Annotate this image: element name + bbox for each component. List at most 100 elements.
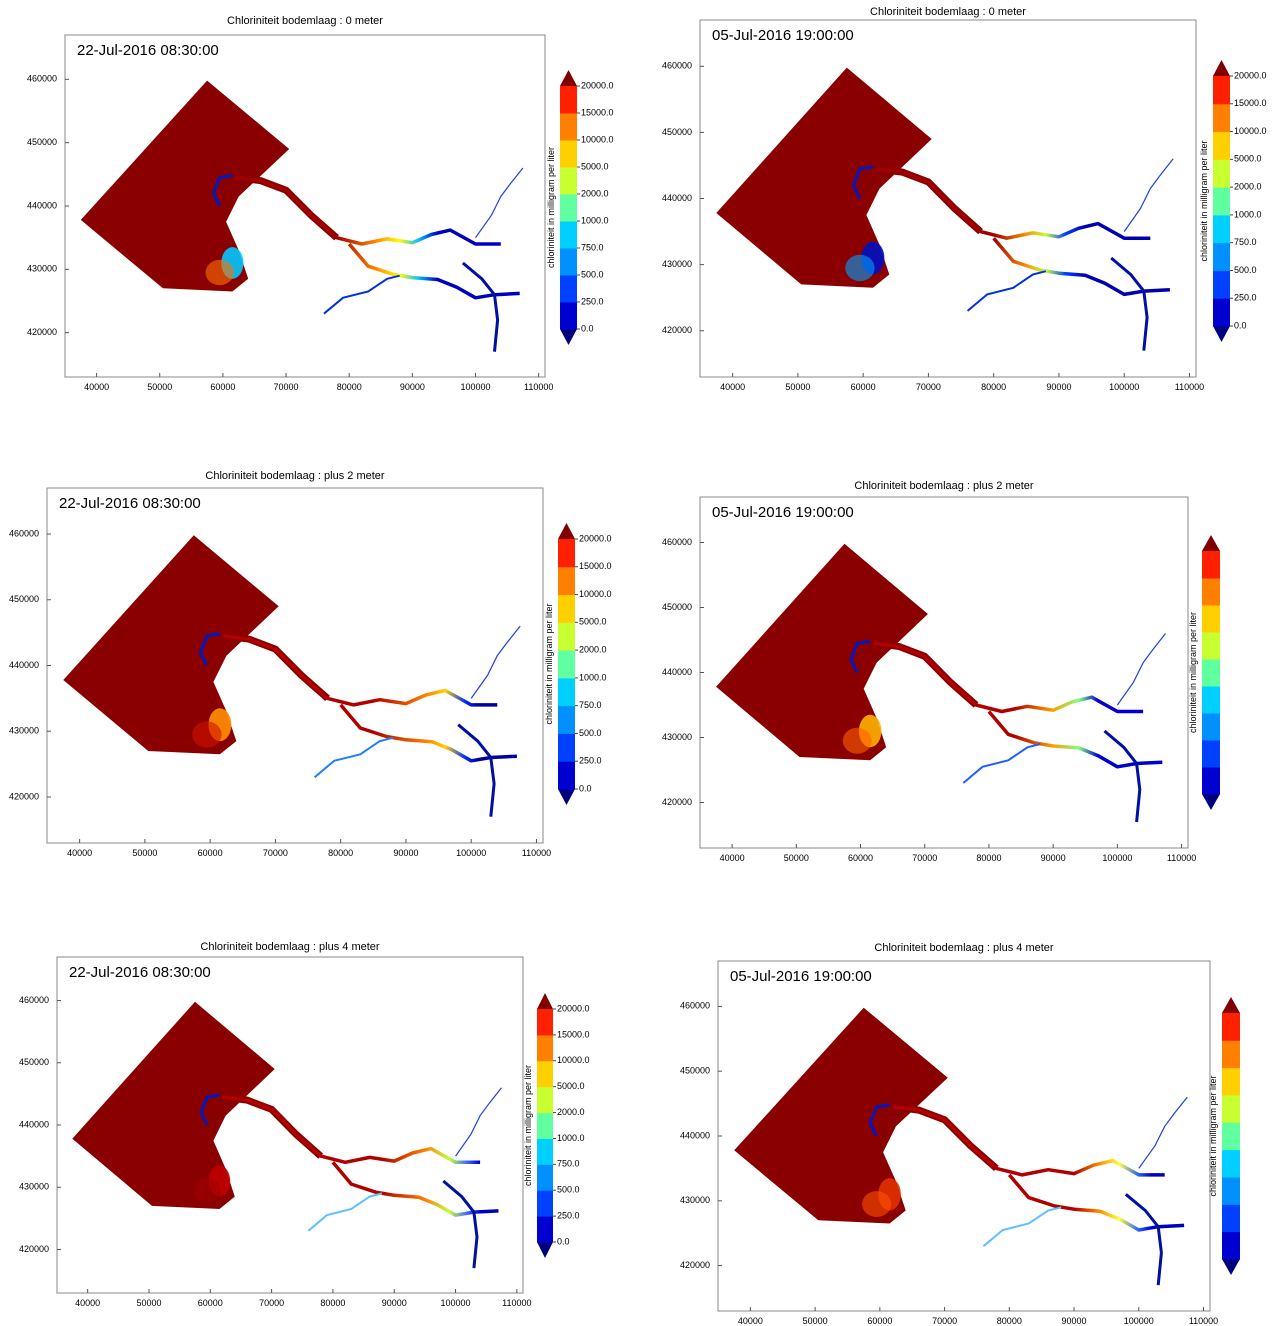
timestamp: 05-Jul-2016 19:00:00 [712,27,854,44]
x-tick-label: 80000 [976,853,1001,863]
colorbar: 0.0 250.0 500.0 750.0 1000.0 2000.0 5000.0 1000… [523,993,590,1258]
sea [734,1007,948,1224]
sea [80,80,290,292]
sea [72,1001,275,1209]
colorbar-tick-label: 1000.0 [579,672,607,682]
x-tick-label: 110000 [1175,382,1204,392]
map-panel: Chloriniteit bodemlaag : 0 meter 05-Jul-2… [662,6,1267,392]
y-tick-label: 460000 [27,74,57,84]
x-tick-label: 110000 [502,1298,531,1308]
colorbar-band [1222,1177,1240,1205]
y-tick-label: 450000 [9,594,39,604]
y-tick-label: 430000 [27,264,57,274]
y-tick-label: 450000 [662,602,692,612]
river [892,1105,1165,1177]
river [875,167,1151,240]
river [470,625,521,699]
colorbar-band [1222,1149,1240,1178]
x-tick-label: 60000 [198,1298,223,1308]
colorbar-tick-label: 1000.0 [1234,209,1262,219]
y-tick-label: 420000 [19,1244,49,1254]
colorbar-band [537,1086,553,1114]
colorbar-tick-label: 500.0 [557,1185,580,1195]
x-tick-label: 100000 [1109,382,1139,392]
colorbar-tick-label: 10000.0 [557,1055,590,1065]
colorbar-band [558,705,575,734]
colorbar-band [560,302,577,330]
x-tick-label: 70000 [274,382,299,392]
x-tick-label: 70000 [916,382,941,392]
colorbar-band [1213,103,1230,133]
y-tick-label: 450000 [662,127,692,137]
colorbar-extend [537,1242,553,1258]
x-tick-label: 40000 [720,382,745,392]
colorbar-band [1213,270,1230,299]
map-panel: Chloriniteit bodemlaag : plus 4 meter 22-… [19,941,590,1308]
map-panel: Chloriniteit bodemlaag : plus 2 meter05-… [662,480,1220,863]
map-panel: Chloriniteit bodemlaag : plus 4 meter 05-… [680,942,1240,1326]
colorbar-label: chloriniteit in milligram per liter [1199,140,1209,261]
map-panel: Chloriniteit bodemlaag : 0 meter 22-Jul-2… [27,15,614,392]
colorbar-band [1222,1231,1240,1260]
x-tick-label: 50000 [803,1316,828,1326]
x-tick-label: 40000 [67,848,92,858]
river [199,1093,220,1126]
colorbar-tick-label: 15000.0 [1234,98,1267,108]
x-tick-label: 60000 [848,853,873,863]
panel-title: Chloriniteit bodemlaag : plus 4 meter [200,941,379,953]
colorbar-extend [1222,997,1240,1013]
x-tick-label: 60000 [851,382,876,392]
colorbar-tick-label: 2000.0 [557,1107,585,1117]
y-tick-label: 460000 [662,61,692,71]
river [235,175,501,246]
colorbar-band [537,1190,553,1217]
colorbar-label: chloriniteit in milligram per liter [544,603,554,724]
colorbar-band [537,1216,553,1243]
river [222,634,498,707]
colorbar-band [1213,214,1230,244]
colorbar-tick-label: 2000.0 [579,644,607,654]
colorbar-band [558,566,575,596]
colorbar-tick-label: 250.0 [581,296,604,306]
colorbar-tick-label: 20000.0 [579,533,612,543]
map-panel: Chloriniteit bodemlaag : plus 2 meter 22-… [9,470,612,858]
colorbar-band [1213,76,1230,105]
colorbar-band [1213,131,1230,160]
colorbar-band [1222,1122,1240,1151]
y-tick-label: 450000 [680,1066,710,1076]
x-tick-label: 80000 [997,1316,1022,1326]
x-tick-label: 100000 [461,382,491,392]
x-tick-label: 100000 [1102,853,1132,863]
panel-title: Chloriniteit bodemlaag : 0 meter [870,6,1026,18]
colorbar-tick-label: 2000.0 [1234,181,1262,191]
plume [842,727,872,754]
colorbar-tick-label: 5000.0 [579,617,607,627]
map [716,67,1174,351]
x-tick-label: 50000 [147,382,172,392]
colorbar-tick-label: 15000.0 [579,561,612,571]
colorbar-tick-label: 750.0 [581,242,604,252]
x-tick-label: 100000 [441,1298,471,1308]
y-tick-label: 420000 [9,791,39,801]
y-tick-label: 420000 [662,325,692,335]
colorbar-tick-label: 10000.0 [1234,126,1267,136]
timestamp: 22-Jul-2016 08:30:00 [69,964,211,981]
colorbar-band [560,194,577,222]
colorbar-band [1222,1067,1240,1096]
x-tick-label: 70000 [259,1298,284,1308]
colorbar-band [560,140,577,168]
colorbar-extend [558,523,575,539]
plume [193,1177,222,1203]
y-tick-label: 430000 [19,1182,49,1192]
river [982,1206,1062,1247]
x-tick-label: 40000 [720,853,745,863]
colorbar-label: chloriniteit in milligram per liter [546,147,556,268]
colorbar-band [537,1138,553,1165]
timestamp: 05-Jul-2016 19:00:00 [712,504,854,521]
x-tick-label: 80000 [328,848,353,858]
x-tick-label: 40000 [84,382,109,392]
river [873,641,1144,714]
x-tick-label: 50000 [784,853,809,863]
colorbar-band [558,539,575,568]
x-tick-label: 60000 [867,1316,892,1326]
